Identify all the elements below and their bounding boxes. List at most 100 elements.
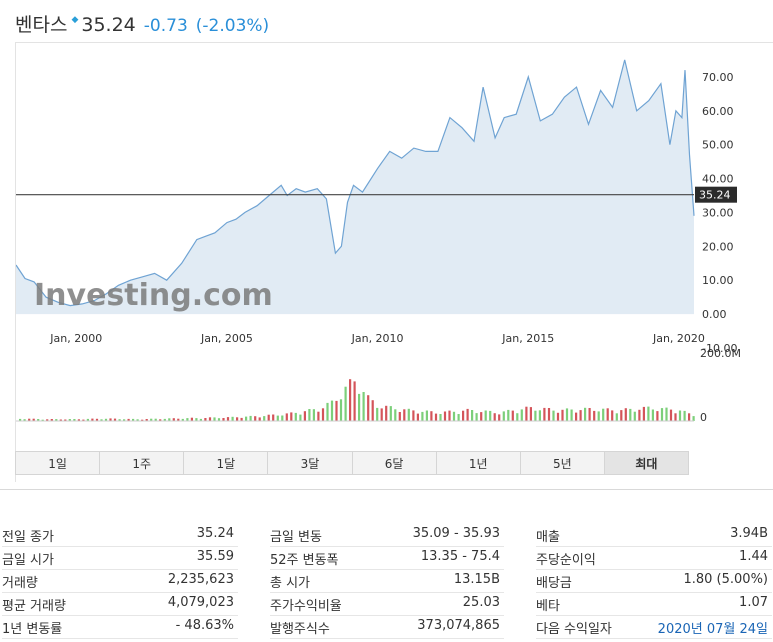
volume-bar xyxy=(543,407,546,421)
volume-bar xyxy=(50,419,53,421)
volume-bar xyxy=(59,419,62,421)
volume-bar xyxy=(263,416,266,421)
volume-bar xyxy=(281,415,284,421)
stat-row: 배당금 1.80 (5.00%) xyxy=(536,570,772,593)
range-button[interactable]: 최대 xyxy=(604,452,688,474)
range-button[interactable]: 5년 xyxy=(521,452,605,474)
volume-bar xyxy=(136,419,139,421)
volume-bar xyxy=(41,419,44,421)
volume-bar xyxy=(448,410,451,421)
volume-bar xyxy=(367,395,370,421)
volume-bar xyxy=(656,411,659,421)
y-tick-label: -10.00 xyxy=(702,342,737,355)
stat-row: 주가수익비율 25.03 xyxy=(270,593,504,616)
volume-bar xyxy=(660,408,664,421)
price-line xyxy=(16,59,695,307)
volume-bar xyxy=(443,411,447,421)
stat-row: 주당순이익 1.44 xyxy=(536,547,772,570)
stat-value: 13.35 - 75.4 xyxy=(420,549,500,564)
range-button[interactable]: 6달 xyxy=(353,452,437,474)
volume-bar xyxy=(385,405,388,421)
volume-bar xyxy=(339,399,343,421)
stat-row: 베타 1.07 xyxy=(536,593,772,616)
volume-bar xyxy=(82,419,85,421)
stat-label: 총 시가 xyxy=(270,576,311,591)
range-button[interactable]: 1달 xyxy=(184,452,269,474)
price-change-percent: (-2.03%) xyxy=(195,16,270,36)
stat-row: 발행주식수 373,074,865 xyxy=(270,616,504,639)
earnings-date-link[interactable]: 2020년 07월 24일 xyxy=(657,622,768,637)
volume-bar xyxy=(118,419,121,421)
volume-bar xyxy=(425,410,428,421)
volume-bar xyxy=(100,419,103,421)
volume-bar xyxy=(584,407,587,421)
stat-label: 배당금 xyxy=(536,576,572,591)
volume-bar xyxy=(32,418,35,421)
volume-bar xyxy=(19,418,22,421)
volume-bar xyxy=(593,410,596,421)
volume-bar xyxy=(498,414,501,421)
y-tick-label: 70.00 xyxy=(702,71,734,84)
stat-value: 1.80 (5.00%) xyxy=(683,572,768,587)
investing-watermark: Investing.com xyxy=(34,278,273,313)
volume-bar xyxy=(471,410,474,421)
stat-row: 전일 종가 35.24 xyxy=(2,524,238,547)
volume-bar xyxy=(303,411,306,421)
stat-label: 다음 수익일자 xyxy=(536,622,612,637)
volume-bar xyxy=(95,418,99,421)
volume-bar xyxy=(633,411,636,421)
stat-row: 매출 3.94B xyxy=(536,524,772,547)
volume-bar xyxy=(511,410,514,421)
range-button[interactable]: 1년 xyxy=(437,452,521,474)
volume-bar xyxy=(398,412,401,421)
volume-bar xyxy=(575,412,578,421)
y-tick-label: 0.00 xyxy=(702,308,727,321)
volume-bar xyxy=(665,407,668,421)
volume-bar xyxy=(190,417,193,421)
volume-bar xyxy=(335,400,338,421)
x-tick-label: Jan, 2015 xyxy=(501,332,554,345)
price-change: -0.73 xyxy=(143,16,188,36)
stat-label: 금일 변동 xyxy=(270,530,322,545)
volume-bar xyxy=(430,411,433,421)
volume-bar xyxy=(109,418,112,421)
price-chart[interactable]: 70.00 60.00 50.00 40.00 30.00 20.00 10.00 0.00 -… xyxy=(15,42,773,482)
volume-bar xyxy=(475,413,478,421)
stat-row: 평균 거래량 4,079,023 xyxy=(2,593,238,616)
stat-row: 거래량 2,235,623 xyxy=(2,570,238,593)
volume-bar xyxy=(312,409,315,421)
volume-bar xyxy=(308,409,311,421)
volume-bar xyxy=(285,413,288,421)
volume-bar xyxy=(344,386,347,421)
volume-bar xyxy=(68,419,71,421)
volume-bar xyxy=(222,418,225,421)
range-button[interactable]: 1일 xyxy=(16,452,101,474)
range-button[interactable]: 3달 xyxy=(268,452,353,474)
stat-row: 1년 변동률 - 48.63% xyxy=(2,616,238,639)
stat-value: 1.07 xyxy=(739,595,768,610)
stat-label: 거래량 xyxy=(2,576,38,591)
volume-bar xyxy=(267,414,270,421)
volume-bar xyxy=(371,400,374,421)
volume-bar xyxy=(466,408,469,421)
stat-value: - 48.63% xyxy=(175,618,234,633)
volume-bar xyxy=(249,415,252,421)
volume-bar xyxy=(141,419,144,421)
volume-bar xyxy=(412,410,415,421)
volume-tick-label: 200.0M xyxy=(700,347,741,360)
range-button[interactable]: 1주 xyxy=(100,452,185,474)
volume-bar xyxy=(86,418,89,421)
y-tick-label: 20.00 xyxy=(702,240,734,253)
volume-bar xyxy=(254,416,257,421)
y-tick-label: 30.00 xyxy=(702,206,734,219)
volume-bar xyxy=(172,418,175,421)
volume-bar xyxy=(403,409,406,421)
volume-bar xyxy=(678,410,682,421)
stat-value: 373,074,865 xyxy=(417,618,500,633)
volume-bar xyxy=(484,410,487,421)
stat-value: 25.03 xyxy=(462,595,500,610)
stat-label: 발행주식수 xyxy=(270,622,330,637)
chart-canvas[interactable]: 70.00 60.00 50.00 40.00 30.00 20.00 10.00 0.00 -… xyxy=(16,43,773,483)
volume-bar xyxy=(493,413,496,421)
range-selector: 1일 1주 1달 3달 6달 1년 5년 최대 xyxy=(15,451,689,475)
